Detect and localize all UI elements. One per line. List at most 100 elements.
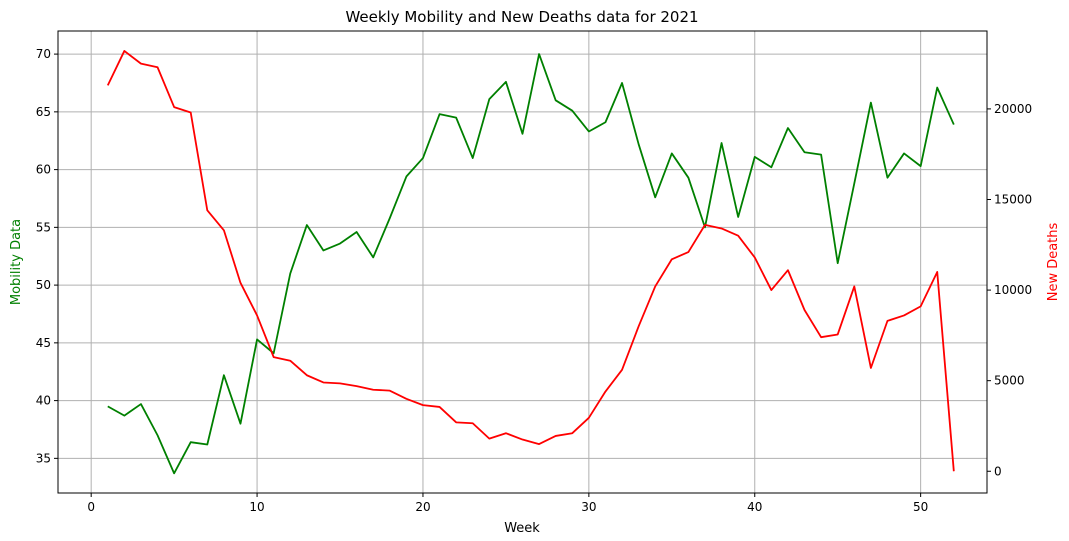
mobility-point <box>339 243 341 245</box>
mobility-point <box>140 403 142 405</box>
mobility-point <box>289 273 291 275</box>
deaths-point <box>439 406 441 408</box>
mobility-point <box>804 151 806 153</box>
deaths-point <box>306 374 308 376</box>
mobility-point <box>472 157 474 159</box>
mobility-point <box>770 166 772 168</box>
y-left-tick-label: 40 <box>36 394 51 408</box>
mobility-point <box>654 196 656 198</box>
deaths-point <box>903 314 905 316</box>
deaths-point <box>140 63 142 65</box>
y-right-tick-label: 15000 <box>994 192 1032 206</box>
mobility-point <box>505 81 507 83</box>
mobility-point <box>953 124 955 126</box>
mobility-point <box>571 110 573 112</box>
mobility-point <box>538 53 540 55</box>
deaths-point <box>173 106 175 108</box>
mobility-point <box>306 224 308 226</box>
mobility-point <box>638 143 640 145</box>
deaths-point <box>754 256 756 258</box>
axes: 0 10 20 30 40 50 35 40 45 50 55 60 65 70 0 5000 10000 150… <box>36 30 1032 514</box>
deaths-point <box>322 381 324 383</box>
deaths-point <box>123 50 125 52</box>
mobility-point <box>886 177 888 179</box>
y-axis-right-label: New Deaths <box>1046 222 1061 301</box>
x-axis-label: Week <box>504 521 540 536</box>
deaths-point <box>206 209 208 211</box>
deaths-point <box>256 314 258 316</box>
deaths-point <box>522 439 524 441</box>
mobility-point <box>820 154 822 156</box>
deaths-point <box>571 432 573 434</box>
mobility-point <box>837 262 839 264</box>
mobility-point <box>107 405 109 407</box>
mobility-point <box>356 231 358 233</box>
y-right-tick-label: 20000 <box>994 102 1032 116</box>
mobility-point <box>223 374 225 376</box>
y-left-tick-label: 35 <box>36 451 51 465</box>
mobility-point <box>903 152 905 154</box>
deaths-point <box>687 251 689 253</box>
x-tick-label: 50 <box>913 500 928 514</box>
deaths-point <box>804 309 806 311</box>
deaths-point <box>886 320 888 322</box>
deaths-point <box>405 398 407 400</box>
mobility-point <box>621 82 623 84</box>
y-axis-left-label: Mobility Data <box>9 219 24 305</box>
deaths-point <box>356 385 358 387</box>
y-right-tick-label: 0 <box>994 464 1002 478</box>
mobility-series-line <box>107 53 955 475</box>
deaths-point <box>157 66 159 68</box>
y-left-tick-label: 55 <box>36 220 51 234</box>
deaths-point <box>721 227 723 229</box>
deaths-point <box>638 325 640 327</box>
mobility-point <box>256 338 258 340</box>
mobility-point <box>405 176 407 178</box>
deaths-point <box>422 404 424 406</box>
mobility-point <box>555 99 557 101</box>
chart-title: Weekly Mobility and New Deaths data for … <box>345 8 698 26</box>
deaths-point <box>289 360 291 362</box>
y-right-tick-label: 5000 <box>994 374 1025 388</box>
x-tick-label: 40 <box>747 500 762 514</box>
deaths-point <box>837 333 839 335</box>
mobility-point <box>455 117 457 119</box>
mobility-point <box>522 133 524 135</box>
plot-frame <box>57 30 988 494</box>
deaths-point <box>107 84 109 86</box>
deaths-point <box>737 235 739 237</box>
grid <box>58 31 987 493</box>
mobility-point <box>588 130 590 132</box>
mobility-point <box>604 121 606 123</box>
y-left-tick-label: 70 <box>36 47 51 61</box>
mobility-point <box>239 423 241 425</box>
deaths-point <box>273 356 275 358</box>
y-left-tick-label: 65 <box>36 105 51 119</box>
mobility-point <box>422 157 424 159</box>
mobility-point <box>372 256 374 258</box>
mobility-point <box>439 113 441 115</box>
deaths-point <box>654 285 656 287</box>
deaths-point <box>190 112 192 114</box>
mobility-point <box>206 443 208 445</box>
deaths-point <box>936 271 938 273</box>
deaths-point <box>472 422 474 424</box>
x-tick-label: 0 <box>87 500 95 514</box>
deaths-point <box>870 367 872 369</box>
mobility-point <box>687 177 689 179</box>
mobility-point <box>920 165 922 167</box>
y-left-tick-label: 50 <box>36 278 51 292</box>
series-lines <box>106 50 955 475</box>
mobility-point <box>737 216 739 218</box>
mobility-point <box>787 127 789 129</box>
deaths-point <box>588 417 590 419</box>
mobility-point <box>853 182 855 184</box>
deaths-point <box>853 285 855 287</box>
deaths-point <box>787 269 789 271</box>
deaths-series-line <box>106 50 955 472</box>
deaths-point <box>953 470 955 472</box>
deaths-point <box>920 305 922 307</box>
deaths-point <box>820 336 822 338</box>
deaths-point <box>555 435 557 437</box>
